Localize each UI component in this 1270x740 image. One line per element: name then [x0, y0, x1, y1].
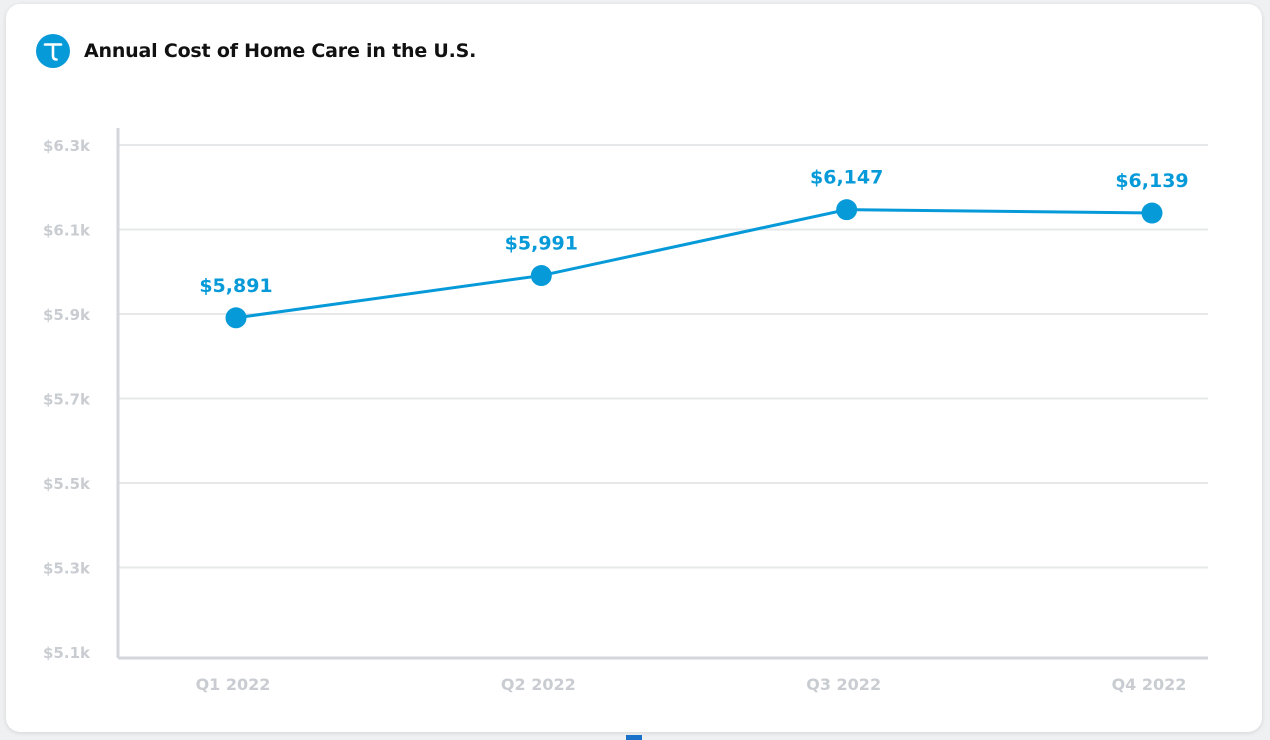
chart-title: Annual Cost of Home Care in the U.S.: [84, 40, 477, 62]
y-tick-label: $6.1k: [43, 222, 91, 240]
series-line-path: [235, 208, 1153, 320]
chart-card: Annual Cost of Home Care in the U.S.: [6, 4, 1262, 732]
data-point[interactable]: [836, 199, 858, 221]
axes: [116, 128, 1208, 660]
y-tick-label: $6.3k: [43, 137, 91, 155]
data-label: $6,147: [810, 167, 883, 189]
data-label: $5,891: [199, 275, 272, 297]
data-point[interactable]: [530, 265, 552, 287]
chart-header: Annual Cost of Home Care in the U.S.: [36, 34, 476, 68]
x-tick-label: Q2 2022: [501, 675, 576, 694]
grid-lines: [118, 144, 1208, 569]
series-line: [235, 208, 1153, 320]
x-tick-label: Q1 2022: [196, 675, 271, 694]
scroll-indicator: [626, 735, 642, 740]
y-tick-label: $5.3k: [43, 560, 91, 578]
x-tick-label: Q4 2022: [1112, 675, 1187, 694]
y-tick-label: $5.5k: [43, 475, 91, 493]
y-tick-label: $5.9k: [43, 306, 91, 324]
data-point[interactable]: [225, 307, 247, 329]
data-points: [225, 199, 1163, 329]
data-point[interactable]: [1141, 202, 1163, 224]
t-logo-icon: [36, 34, 70, 68]
y-tick-labels: $5.1k $5.3k $5.5k $5.7k $5.9k $6.1k $6.3k: [43, 137, 91, 662]
data-label: $6,139: [1115, 170, 1188, 192]
y-tick-label: $5.1k: [43, 644, 91, 662]
x-tick-labels: Q1 2022 Q2 2022 Q3 2022 Q4 2022: [196, 675, 1187, 694]
data-label: $5,991: [505, 233, 578, 255]
y-tick-label: $5.7k: [43, 391, 91, 409]
data-labels: $5,891 $5,991 $6,147 $6,139: [199, 167, 1188, 297]
x-tick-label: Q3 2022: [806, 675, 881, 694]
